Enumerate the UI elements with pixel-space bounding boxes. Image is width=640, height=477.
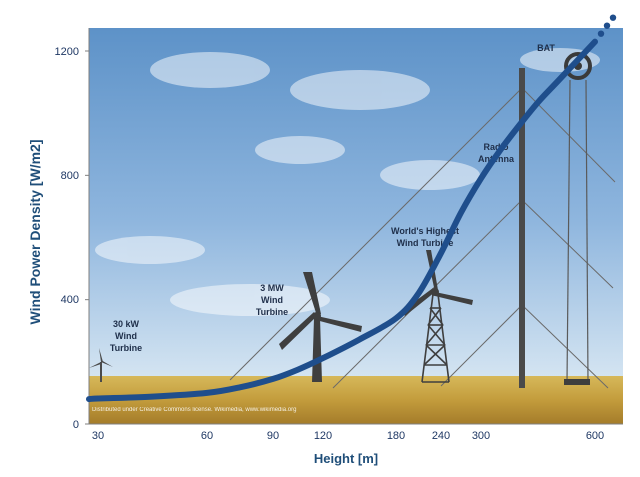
x-tick-label: 300: [472, 430, 490, 442]
radio-antenna-mast: [519, 68, 525, 388]
annotation-30kw: 30 kW Wind Turbine: [110, 319, 142, 353]
highest-turbine-icon: [421, 293, 450, 383]
y-tick-label: 400: [61, 294, 79, 306]
photo-credit: Distributed under Creative Commons licen…: [92, 407, 296, 413]
annotation-highest-turbine: World's Highest Wind Turbine: [391, 226, 459, 248]
bat-tethers: [566, 79, 589, 383]
bat-ground-station: [564, 379, 590, 385]
curve-tail-dot: [609, 14, 617, 21]
x-tick-label: 60: [201, 430, 213, 442]
x-tick-label: 30: [92, 430, 104, 442]
y-tick-label: 1200: [55, 46, 79, 58]
x-tick-label: 180: [387, 430, 405, 442]
x-tick-label: 600: [586, 430, 604, 442]
svg-text:30 kW: 30 kW: [113, 319, 140, 329]
curve-tail-dot: [603, 22, 611, 29]
curve-tail-dot: [597, 30, 605, 37]
wheat-field: [89, 376, 623, 424]
x-tick-label: 240: [432, 430, 450, 442]
svg-text:3 MW: 3 MW: [260, 283, 284, 293]
svg-text:World's Highest: World's Highest: [391, 226, 459, 236]
y-axis-title: Wind Power Density [W/m2]: [27, 139, 43, 324]
y-tick-label: 0: [73, 419, 79, 431]
svg-text:Wind: Wind: [261, 295, 283, 305]
svg-text:Wind: Wind: [115, 331, 137, 341]
svg-text:Wind Turbine: Wind Turbine: [397, 238, 454, 248]
wind-power-curve: [86, 38, 598, 403]
x-tick-label: 90: [267, 430, 279, 442]
x-tick-label: 120: [314, 430, 332, 442]
svg-text:Turbine: Turbine: [110, 343, 142, 353]
annotation-bat: BAT: [537, 43, 555, 53]
svg-text:Radio: Radio: [483, 142, 509, 152]
background-scene: Distributed under Creative Commons licen…: [89, 28, 623, 424]
small-turbine-icon: [89, 348, 113, 382]
x-axis-title: Height [m]: [314, 451, 378, 466]
mw-turbine-icon: [279, 272, 362, 382]
y-tick-label: 800: [61, 170, 79, 182]
curve-dotted-extension: [597, 14, 617, 37]
y-tick-marks: [85, 50, 89, 425]
annotation-3mw: 3 MW Wind Turbine: [256, 283, 288, 317]
svg-text:Turbine: Turbine: [256, 307, 288, 317]
